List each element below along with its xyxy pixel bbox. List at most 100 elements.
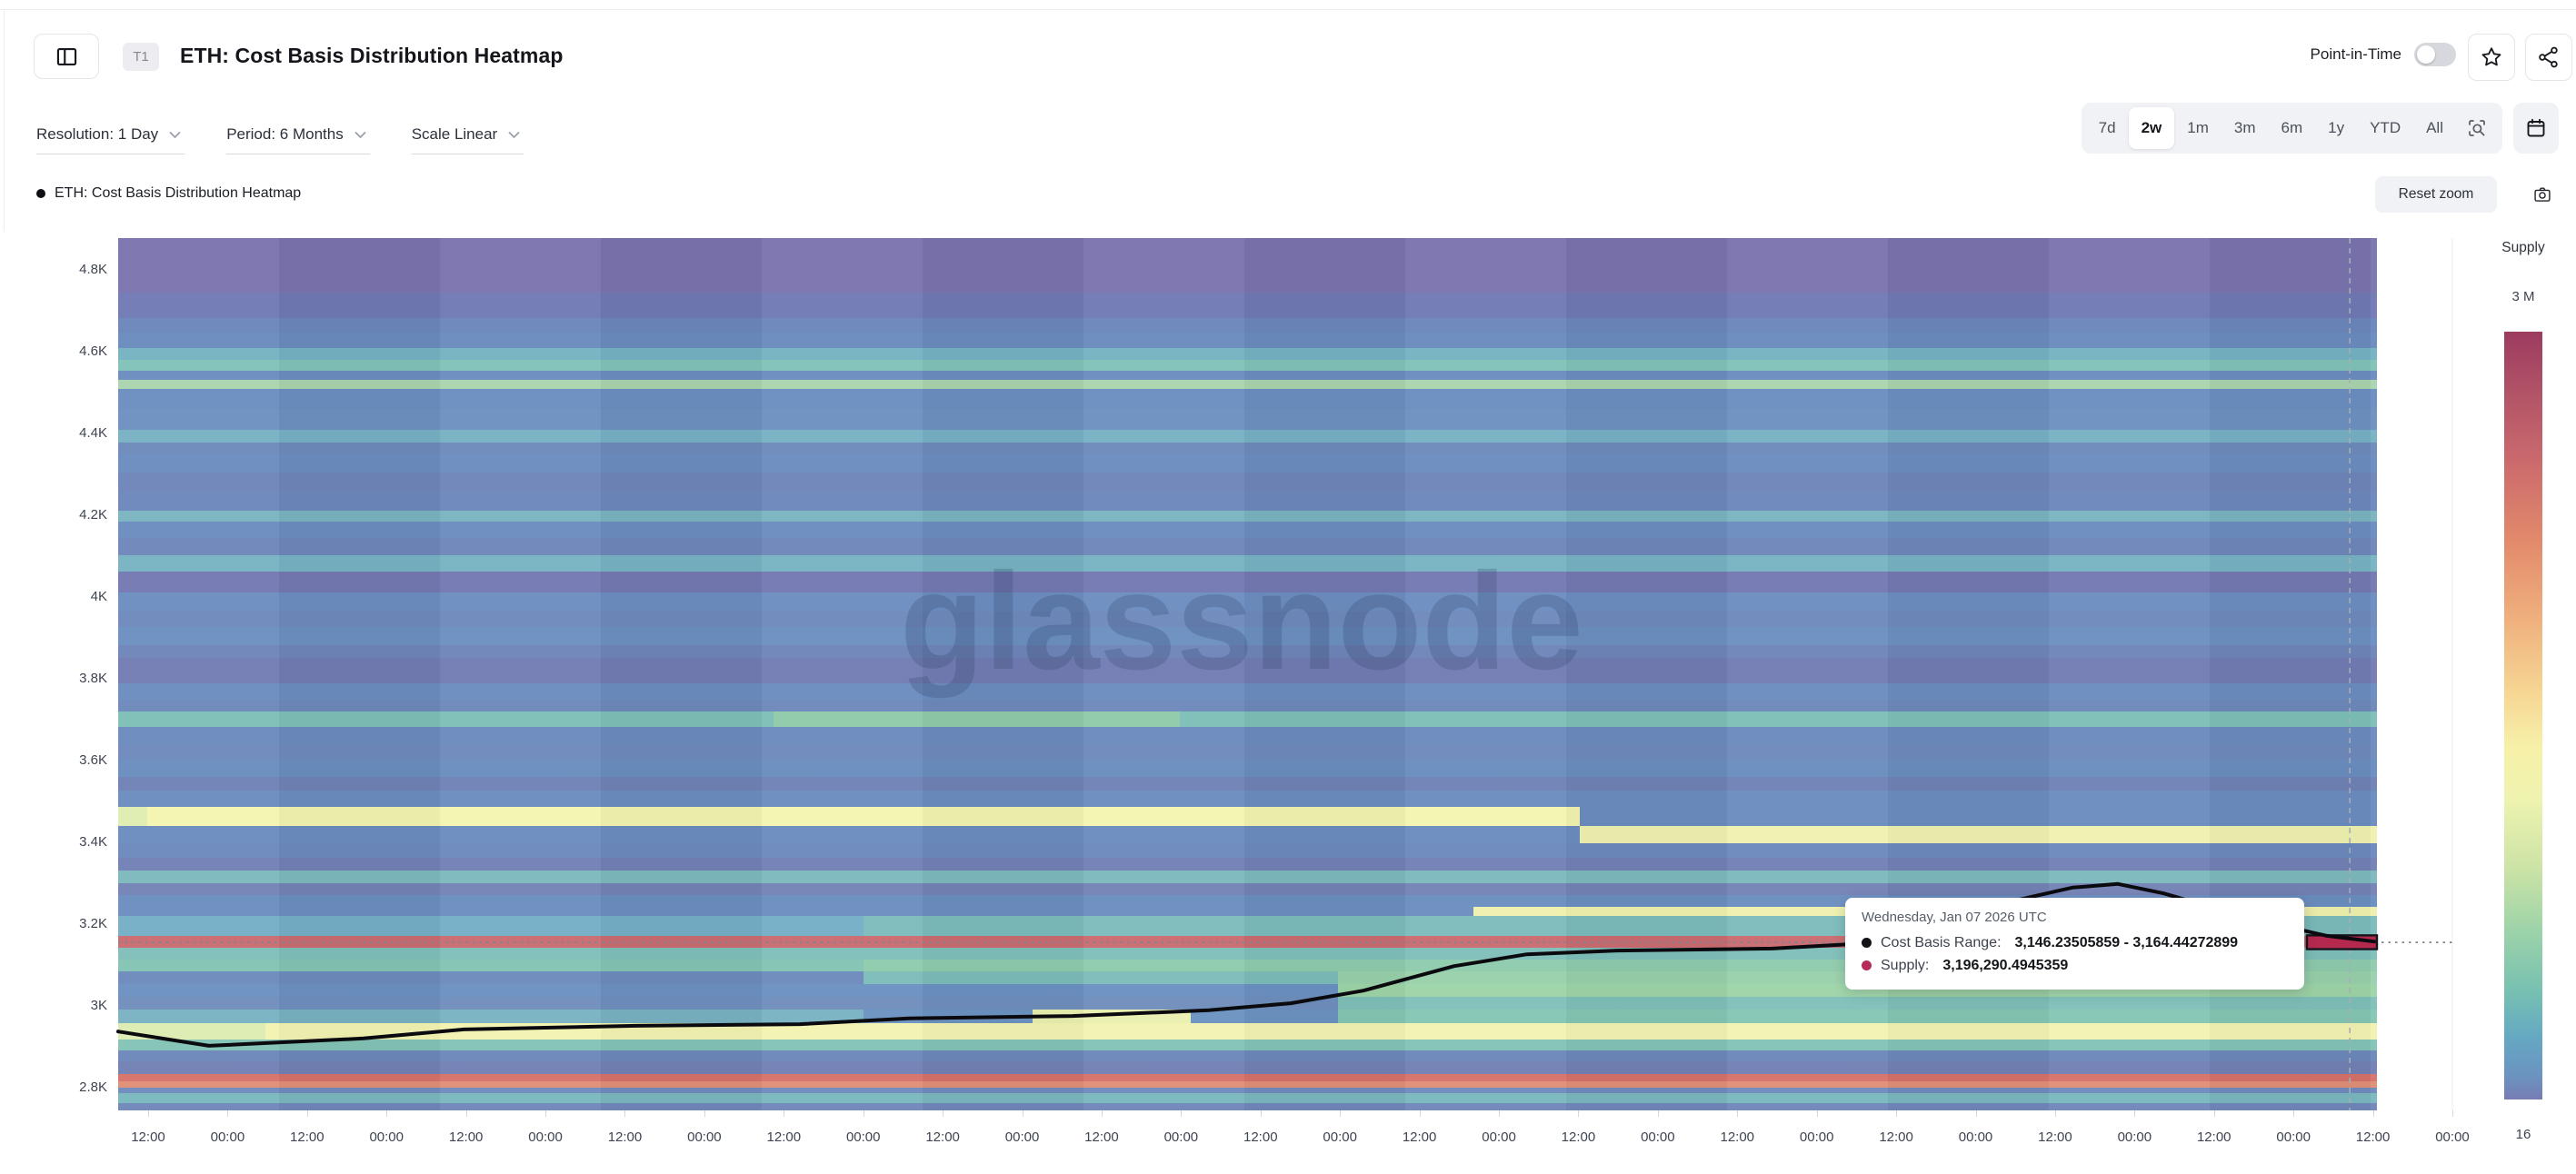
x-axis-tick bbox=[1657, 1110, 1659, 1117]
x-axis-label: 00:00 bbox=[687, 1129, 722, 1145]
heatmap-band bbox=[118, 380, 2377, 390]
heatmap-band bbox=[118, 348, 2377, 361]
x-axis-tick bbox=[1896, 1110, 1898, 1117]
x-axis-label: 12:00 bbox=[766, 1129, 802, 1145]
heatmap-band bbox=[118, 472, 2377, 492]
calendar-button[interactable] bbox=[2513, 103, 2559, 154]
x-axis-tick bbox=[2054, 1110, 2056, 1117]
x-axis-tick bbox=[1816, 1110, 1818, 1117]
x-axis-label: 12:00 bbox=[290, 1129, 324, 1145]
x-axis-tick bbox=[1419, 1110, 1421, 1117]
y-axis-label: 3.8K bbox=[79, 670, 107, 686]
range-button-1m[interactable]: 1m bbox=[2174, 107, 2222, 149]
tooltip-date: Wednesday, Jan 07 2026 UTC bbox=[1862, 910, 2047, 925]
heatmap-band bbox=[118, 538, 2377, 556]
x-axis-label: 12:00 bbox=[2355, 1129, 2391, 1145]
heatmap-band bbox=[118, 429, 2377, 443]
colorbar-max-label: 3 M bbox=[2511, 289, 2535, 304]
x-axis-tick bbox=[2134, 1110, 2136, 1117]
heatmap-band bbox=[118, 711, 774, 728]
x-axis-label: 00:00 bbox=[1163, 1129, 1199, 1145]
series-label: ETH: Cost Basis Distribution Heatmap bbox=[55, 185, 302, 201]
heatmap-band bbox=[118, 612, 2377, 628]
scale-dropdown[interactable]: Scale Linear bbox=[411, 125, 524, 154]
heatmap-band bbox=[118, 870, 2377, 884]
resolution-dropdown[interactable]: Resolution: 1 Day bbox=[36, 125, 185, 154]
range-button-ytd[interactable]: YTD bbox=[2357, 107, 2413, 149]
heatmap-band bbox=[118, 744, 2377, 760]
chevron-down-icon bbox=[354, 131, 366, 138]
x-axis-tick bbox=[227, 1110, 229, 1117]
x-axis-label: 12:00 bbox=[1243, 1129, 1278, 1145]
x-axis-label: 12:00 bbox=[1720, 1129, 1755, 1145]
x-axis-tick bbox=[306, 1110, 308, 1117]
heatmap-band bbox=[118, 658, 2377, 684]
heatmap-band bbox=[118, 555, 2377, 572]
range-button-1y[interactable]: 1y bbox=[2315, 107, 2357, 149]
range-button-2w[interactable]: 2w bbox=[2128, 107, 2175, 149]
y-axis-label: 3.2K bbox=[79, 915, 107, 931]
chevron-down-icon bbox=[169, 131, 181, 138]
tooltip-label: Supply: bbox=[1881, 958, 1930, 973]
sidebar-toggle-button[interactable] bbox=[34, 34, 99, 79]
x-axis-label: 00:00 bbox=[1004, 1129, 1040, 1145]
x-axis-label: 00:00 bbox=[2435, 1129, 2470, 1145]
heatmap-band bbox=[118, 332, 2377, 349]
supply-dot-icon bbox=[1862, 960, 1872, 970]
tooltip-label: Cost Basis Range: bbox=[1881, 935, 2002, 950]
heatmap-band bbox=[1579, 825, 2377, 844]
x-axis-label: 12:00 bbox=[2196, 1129, 2232, 1145]
x-axis-tick bbox=[2293, 1110, 2295, 1117]
range-button-7d[interactable]: 7d bbox=[2086, 107, 2129, 149]
calendar-icon bbox=[2527, 118, 2545, 137]
y-axis-label: 3.6K bbox=[79, 751, 107, 768]
chevron-down-icon bbox=[508, 131, 520, 138]
tooltip-value: 3,146.23505859 - 3,164.44272899 bbox=[2014, 935, 2239, 950]
range-button-6m[interactable]: 6m bbox=[2269, 107, 2316, 149]
x-axis-label: 00:00 bbox=[845, 1129, 881, 1145]
x-axis-label: 00:00 bbox=[369, 1129, 404, 1145]
period-dropdown[interactable]: Period: 6 Months bbox=[226, 125, 370, 154]
scale-value: Scale Linear bbox=[411, 125, 498, 143]
zoom-select-button[interactable] bbox=[2456, 107, 2498, 149]
y-axis-label: 4.6K bbox=[79, 343, 107, 360]
x-axis-tick bbox=[1578, 1110, 1580, 1117]
x-axis-tick bbox=[943, 1110, 944, 1117]
range-button-all[interactable]: All bbox=[2413, 107, 2456, 149]
heatmap-band bbox=[118, 453, 2377, 473]
series-legend[interactable]: ETH: Cost Basis Distribution Heatmap bbox=[36, 185, 301, 202]
x-axis-label: 00:00 bbox=[1641, 1129, 1675, 1145]
x-axis-label: 00:00 bbox=[1482, 1129, 1516, 1145]
heatmap-band bbox=[118, 511, 2377, 522]
favorite-button[interactable] bbox=[2468, 34, 2515, 81]
x-axis-tick bbox=[1181, 1110, 1183, 1117]
x-axis-tick bbox=[1499, 1110, 1501, 1117]
heatmap-band bbox=[1179, 711, 2377, 728]
chart-tooltip: Wednesday, Jan 07 2026 UTC Cost Basis Ra… bbox=[1845, 898, 2304, 990]
heatmap-band bbox=[118, 825, 1580, 844]
heatmap-band bbox=[773, 711, 1180, 728]
heatmap-band bbox=[118, 776, 2377, 791]
resolution-value: Resolution: 1 Day bbox=[36, 125, 159, 143]
x-axis-label: 12:00 bbox=[1561, 1129, 1596, 1145]
x-axis-label: 00:00 bbox=[210, 1129, 245, 1145]
heatmap-band bbox=[118, 1088, 2377, 1094]
heatmap-band bbox=[118, 371, 2377, 381]
point-in-time-toggle[interactable] bbox=[2414, 43, 2456, 66]
x-axis-tick bbox=[1340, 1110, 1342, 1117]
x-axis-label: 12:00 bbox=[1084, 1129, 1119, 1145]
share-button[interactable] bbox=[2525, 34, 2572, 81]
x-axis-tick bbox=[465, 1110, 467, 1117]
x-axis-tick bbox=[624, 1110, 626, 1117]
point-in-time-label: Point-in-Time bbox=[2310, 45, 2401, 63]
tooltip-value: 3,196,290.4945359 bbox=[1942, 958, 2069, 973]
reset-zoom-button[interactable]: Reset zoom bbox=[2375, 176, 2497, 213]
x-axis-label: 12:00 bbox=[1402, 1129, 1437, 1145]
screenshot-button[interactable] bbox=[2528, 182, 2557, 207]
period-value: Period: 6 Months bbox=[226, 125, 344, 143]
heatmap-band bbox=[118, 360, 2377, 372]
y-axis-label: 3.4K bbox=[79, 833, 107, 850]
heatmap-band bbox=[118, 409, 2377, 431]
range-button-3m[interactable]: 3m bbox=[2222, 107, 2269, 149]
